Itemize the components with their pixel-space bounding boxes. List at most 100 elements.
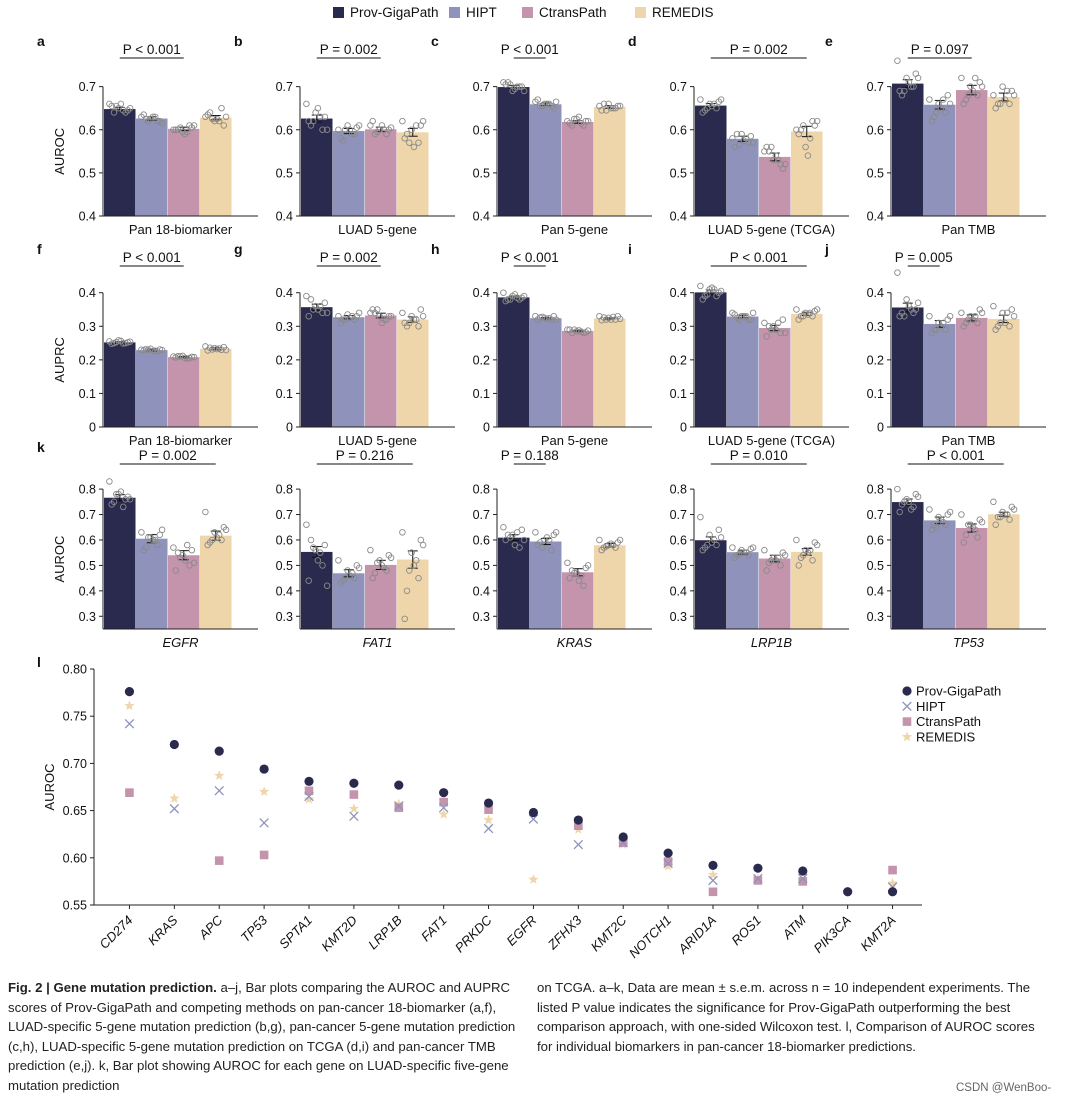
panel-b-point-hipt xyxy=(351,130,358,138)
panel-k4-point-ctranspath xyxy=(768,557,775,564)
panel-b-ytick-label: 0.7 xyxy=(276,80,293,94)
panel-k3-point-remedis xyxy=(603,543,610,550)
panel-i-point-remedis xyxy=(797,312,805,320)
panel-f-bar-prov-gigapath xyxy=(104,342,136,427)
panel-k4-point-prov-gigapath xyxy=(717,534,725,541)
panel-c-point-remedis xyxy=(616,102,624,110)
panel-i-point-hipt xyxy=(749,309,757,317)
panel-l-point-remedis xyxy=(124,700,135,711)
panel-j-point-ctranspath xyxy=(958,309,965,317)
panel-f-bar-hipt xyxy=(136,350,168,427)
panel-b-point-hipt xyxy=(335,126,342,133)
panel-l-legend-marker-ctranspath xyxy=(902,717,912,726)
panel-k5-point-ctranspath xyxy=(965,521,972,528)
panel-i-point-ctranspath xyxy=(770,323,777,330)
panel-g-point-prov-gigapath xyxy=(312,302,319,310)
panel-j-bar-prov-gigapath xyxy=(892,307,924,427)
panel-k2-point-ctranspath xyxy=(374,559,381,567)
panel-i-point-hipt xyxy=(736,316,743,323)
panel-b-point-prov-gigapath xyxy=(321,113,329,121)
panel-b-p-value: P = 0.002 xyxy=(320,42,378,57)
panel-k3-point-prov-gigapath xyxy=(507,534,514,541)
panel-i-point-prov-gigapath xyxy=(713,292,720,300)
panel-i-ytick-label: 0.4 xyxy=(670,286,687,300)
panel-i-point-ctranspath xyxy=(765,323,773,330)
panel-l-point-ctranspath xyxy=(753,876,763,885)
panel-h-bar-hipt xyxy=(530,318,562,427)
panel-e-point-remedis xyxy=(990,91,997,99)
panel-k1-point-ctranspath xyxy=(183,541,191,549)
panel-f-point-remedis xyxy=(222,346,230,354)
panel-i-point-hipt xyxy=(747,316,755,323)
panel-k5-xlabel: TP53 xyxy=(953,635,985,650)
panel-k2-point-remedis xyxy=(399,529,406,536)
panel-l-xtick-label: TP53 xyxy=(238,912,271,945)
panel-g-point-hipt xyxy=(339,316,347,323)
legend-swatch-remedis xyxy=(635,7,646,18)
panel-l-ytick-label: 0.80 xyxy=(63,663,87,677)
panel-h-bar-remedis xyxy=(594,318,626,427)
panel-b-point-remedis xyxy=(410,143,418,151)
panel-b-ytick-label: 0.5 xyxy=(276,166,293,180)
panel-b-point-ctranspath xyxy=(374,128,381,136)
panel-j-ytick-label: 0 xyxy=(877,421,884,435)
panel-i-ytick-label: 0 xyxy=(680,421,687,435)
panel-b-point-ctranspath xyxy=(387,124,395,131)
panel-c-point-ctranspath xyxy=(577,120,585,127)
panel-l-legend-label-ctranspath: CtransPath xyxy=(916,714,981,729)
panel-k1-ytick-label: 0.7 xyxy=(79,508,96,522)
caption-title: Fig. 2 | Gene mutation prediction. xyxy=(8,980,217,995)
panel-l-point-prov-gigapath xyxy=(753,863,763,873)
panel-j-point-hipt xyxy=(933,326,940,333)
panel-h-bar-prov-gigapath xyxy=(498,297,530,427)
panel-k5-point-remedis xyxy=(990,498,997,506)
panel-j-point-remedis xyxy=(1003,309,1011,317)
panel-h-point-prov-gigapath xyxy=(511,291,519,298)
panel-g-ytick-label: 0.4 xyxy=(276,286,293,300)
panel-l-point-remedis xyxy=(303,793,315,804)
panel-c-point-prov-gigapath xyxy=(520,87,528,95)
panel-c-point-hipt xyxy=(550,104,558,112)
panel-k4-point-ctranspath xyxy=(781,551,789,559)
panel-g-point-hipt xyxy=(351,316,358,323)
panel-g-letter: g xyxy=(234,241,243,257)
panel-g-point-remedis xyxy=(408,312,415,320)
panel-l-point-ctranspath xyxy=(708,887,718,897)
panel-k1-point-ctranspath xyxy=(190,559,198,567)
panel-k5-ytick-label: 0.5 xyxy=(867,559,884,573)
panel-h-point-remedis xyxy=(616,315,624,323)
panel-c-point-hipt xyxy=(536,102,544,110)
panel-j-point-prov-gigapath xyxy=(910,309,917,317)
panel-k1-bar-hipt xyxy=(136,538,168,629)
panel-j-point-hipt xyxy=(935,319,942,327)
panel-b-xlabel: LUAD 5-gene xyxy=(338,222,417,237)
panel-i-xlabel: LUAD 5-gene (TCGA) xyxy=(708,433,835,448)
panel-i-point-prov-gigapath xyxy=(699,296,706,303)
panel-i-point-ctranspath xyxy=(772,326,780,333)
panel-f-point-ctranspath xyxy=(188,353,196,361)
panel-f-point-prov-gigapath xyxy=(126,338,134,345)
panel-l-point-prov-gigapath xyxy=(169,739,179,750)
panel-c-bar-hipt xyxy=(530,104,562,216)
panel-l-point-prov-gigapath xyxy=(663,848,673,858)
panel-e-bar-hipt xyxy=(924,104,956,216)
panel-c-point-hipt xyxy=(534,96,541,103)
panel-b-point-ctranspath xyxy=(380,126,388,133)
panel-i-point-hipt xyxy=(731,311,738,318)
panel-e-point-remedis xyxy=(999,83,1006,90)
panel-k4-point-prov-gigapath xyxy=(710,536,718,544)
panel-k5-point-prov-gigapath xyxy=(901,498,908,506)
panel-k2-point-remedis xyxy=(412,557,420,564)
panel-c-letter: c xyxy=(431,33,439,49)
panel-k3-p-value: P = 0.188 xyxy=(501,448,559,463)
panel-l-xtick-label: LRP1B xyxy=(365,912,405,952)
panel-d-point-hipt xyxy=(733,130,741,138)
panel-k5-ytick-label: 0.3 xyxy=(867,610,884,624)
panel-b-point-remedis xyxy=(399,117,406,125)
panel-i-point-prov-gigapath xyxy=(710,286,718,293)
panel-c-point-remedis xyxy=(598,107,605,114)
panel-f-point-ctranspath xyxy=(177,353,184,360)
panel-e-xlabel: Pan TMB xyxy=(942,222,996,237)
panel-a-xlabel: Pan 18-biomarker xyxy=(129,222,233,237)
panel-e-ytick-label: 0.7 xyxy=(867,80,884,94)
